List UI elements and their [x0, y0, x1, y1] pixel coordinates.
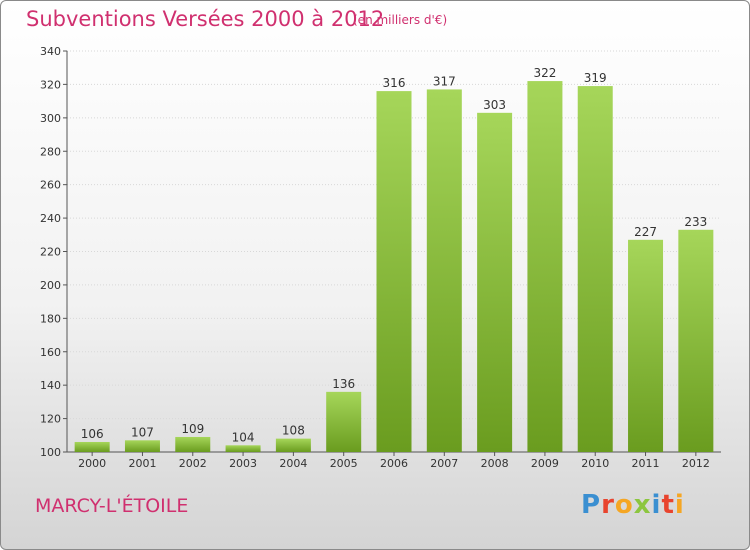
bar: [527, 81, 563, 452]
bars: [74, 81, 714, 453]
bar: [74, 441, 110, 452]
x-tick-label: 2010: [581, 457, 609, 470]
bar-value-label: 227: [634, 225, 657, 239]
y-tick-label: 320: [40, 78, 61, 91]
x-tick-label: 2003: [229, 457, 257, 470]
bar-value-label: 316: [383, 76, 406, 90]
x-tick-label: 2011: [632, 457, 660, 470]
x-tick-label: 2006: [380, 457, 408, 470]
bar: [426, 89, 462, 452]
x-tick-label: 2005: [330, 457, 358, 470]
logo-letter: i: [651, 490, 662, 520]
logo-letter: o: [614, 490, 634, 520]
commune-name: MARCY-L'ÉTOILE: [35, 495, 189, 517]
bar: [326, 391, 362, 452]
bar: [678, 229, 714, 452]
y-tick-label: 100: [40, 446, 61, 459]
y-tick-label: 160: [40, 346, 61, 359]
bar-value-label: 136: [332, 377, 355, 391]
bar-value-label: 106: [81, 427, 104, 441]
bar-value-label: 108: [282, 424, 305, 438]
x-tick-label: 2012: [682, 457, 710, 470]
bar-value-label: 109: [181, 422, 204, 436]
x-tick-label: 2001: [128, 457, 156, 470]
y-tick-label: 280: [40, 145, 61, 158]
chart-title: Subventions Versées 2000 à 2012: [26, 7, 385, 31]
logo-letter: t: [661, 490, 675, 520]
x-tick-label: 2002: [179, 457, 207, 470]
bar: [376, 91, 412, 452]
bar-value-label: 107: [131, 425, 154, 439]
bar: [225, 445, 261, 452]
proxiti-logo[interactable]: Proxiti: [581, 490, 685, 520]
y-tick-label: 240: [40, 212, 61, 225]
bar-value-label: 322: [533, 66, 556, 80]
logo-letter: x: [633, 490, 652, 520]
y-tick-label: 140: [40, 379, 61, 392]
y-tick-label: 220: [40, 246, 61, 259]
y-tick-label: 340: [40, 45, 61, 58]
x-tick-label: 2000: [78, 457, 106, 470]
chart-subtitle: (en milliers d'€): [353, 13, 448, 27]
y-tick-label: 120: [40, 413, 61, 426]
labels: 100 120 140 160 180 200 220 240 260 280 300 320 340 1…: [40, 45, 710, 470]
bar: [175, 436, 211, 452]
bar: [577, 86, 613, 453]
x-tick-label: 2007: [430, 457, 458, 470]
x-tick-label: 2004: [279, 457, 307, 470]
bar: [124, 440, 160, 452]
bar-value-label: 233: [684, 215, 707, 229]
logo-letter: P: [581, 490, 602, 520]
x-tick-label: 2009: [531, 457, 559, 470]
bar: [477, 112, 513, 452]
y-tick-label: 180: [40, 312, 61, 325]
logo-letter: r: [601, 490, 615, 520]
y-tick-label: 300: [40, 112, 61, 125]
bar: [628, 239, 664, 452]
bar-value-label: 104: [232, 430, 255, 444]
x-tick-label: 2008: [481, 457, 509, 470]
bar-value-label: 303: [483, 98, 506, 112]
bar-value-label: 317: [433, 74, 456, 88]
y-tick-label: 260: [40, 179, 61, 192]
bar: [275, 438, 311, 452]
bar-value-label: 319: [584, 71, 607, 85]
y-tick-label: 200: [40, 279, 61, 292]
logo-letter: i: [674, 490, 685, 520]
